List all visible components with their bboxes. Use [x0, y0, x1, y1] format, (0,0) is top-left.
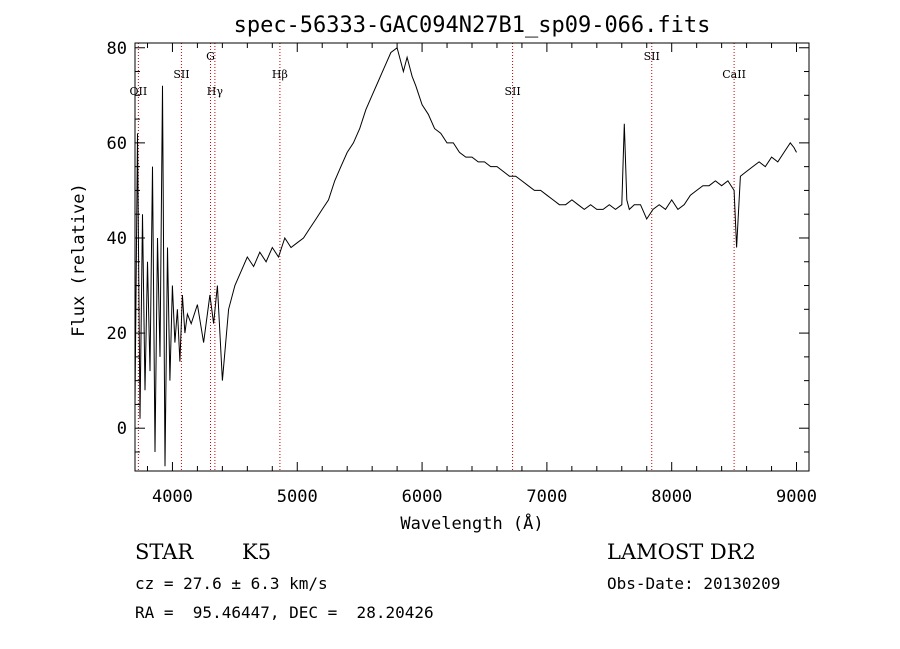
- y-tick-label: 60: [107, 134, 127, 154]
- y-tick-label: 0: [117, 419, 127, 439]
- x-tick-label: 7000: [526, 487, 567, 507]
- obs-date-line: Obs-Date: 20130209: [607, 574, 781, 593]
- y-axis-label: Flux (relative): [69, 183, 89, 337]
- x-tick-label: 6000: [402, 487, 443, 507]
- line-marker-label: Hγ: [207, 85, 224, 98]
- spectrum-series-line: [134, 46, 797, 467]
- line-marker-label: SII: [504, 85, 520, 98]
- line-marker-label: G: [206, 50, 215, 63]
- object-type: STAR: [135, 540, 194, 564]
- y-tick-label: 20: [107, 324, 127, 344]
- line-marker-label: SII: [173, 68, 189, 81]
- coordinates-line: RA = 95.46447, DEC = 28.20426: [135, 603, 434, 622]
- y-tick-label: 40: [107, 229, 127, 249]
- x-tick-label: 8000: [651, 487, 692, 507]
- axis-ticks: 4000 5000 6000 7000 8000 9000 0 20 40 60 80: [107, 39, 817, 507]
- x-tick-label: 5000: [277, 487, 318, 507]
- spectral-subclass: K5: [242, 540, 272, 564]
- line-marker-label: Hβ: [272, 68, 288, 81]
- chart-title: spec-56333-GAC094N27B1_sp09-066.fits: [234, 13, 711, 38]
- line-marker-label: SII: [644, 50, 660, 63]
- x-axis-label: Wavelength (Å): [400, 512, 543, 534]
- y-tick-label: 80: [107, 39, 127, 59]
- x-tick-label: 4000: [152, 487, 193, 507]
- plot-frame: [134, 42, 810, 472]
- x-tick-label: 9000: [776, 487, 817, 507]
- line-marker-label: CaII: [722, 68, 746, 81]
- survey-label: LAMOST DR2: [607, 540, 756, 564]
- line-markers: OII SII G Hγ Hβ SII SII CaII: [130, 43, 746, 471]
- line-marker-label: OII: [130, 85, 148, 98]
- redshift-line: cz = 27.6 ± 6.3 km/s: [135, 574, 328, 593]
